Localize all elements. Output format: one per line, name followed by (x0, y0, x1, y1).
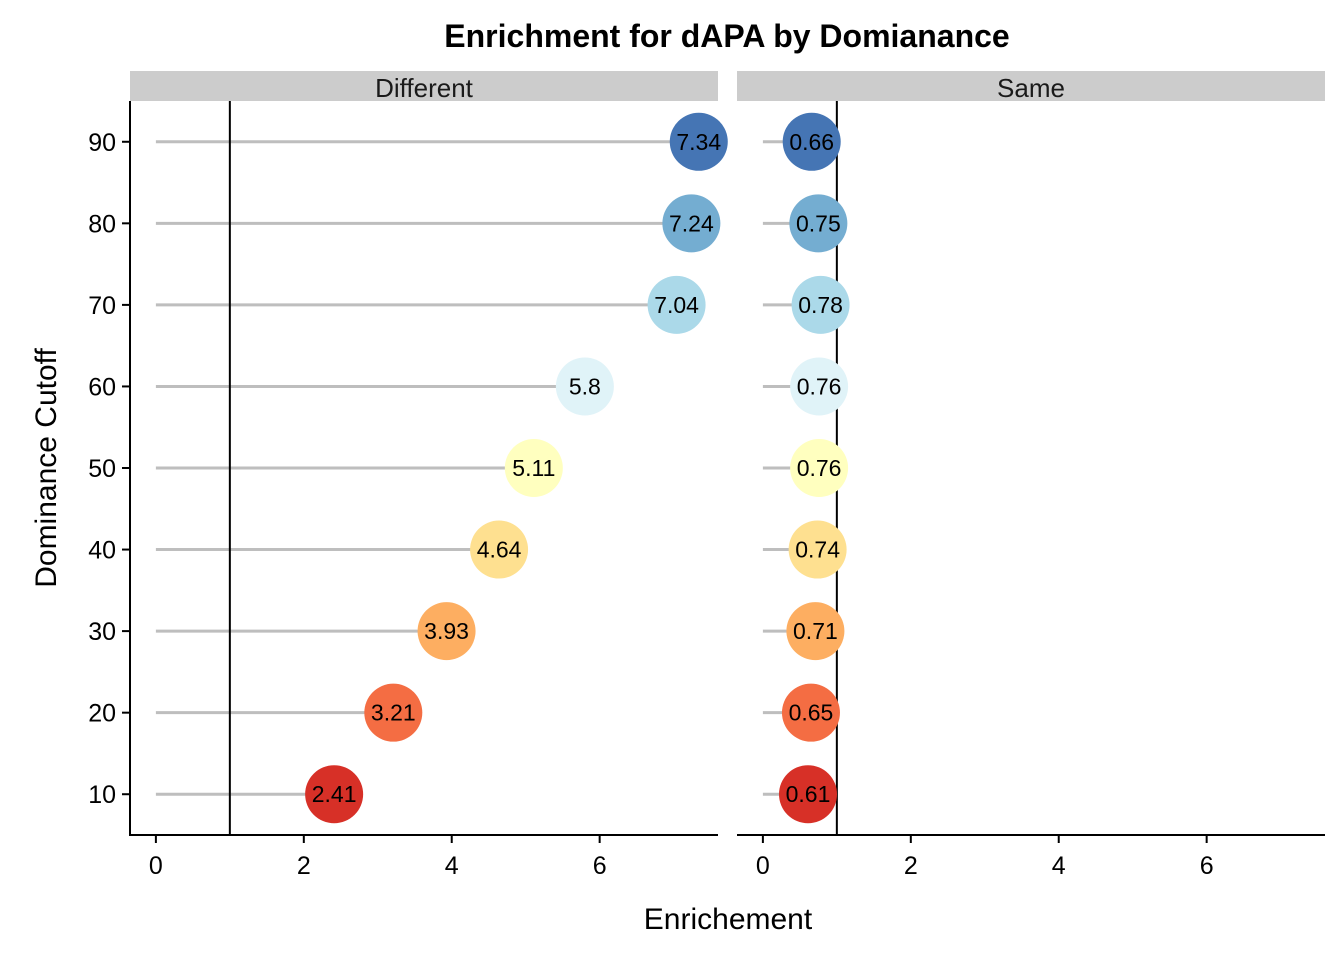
x-tick-label: 4 (1052, 852, 1066, 880)
point-label: 7.04 (654, 292, 699, 318)
point-label: 7.34 (676, 129, 721, 155)
point-label: 0.76 (797, 455, 842, 481)
x-tick-label: 6 (593, 852, 607, 880)
point-label: 3.21 (371, 700, 416, 726)
point-10 (305, 765, 364, 824)
point-label: 0.74 (795, 537, 840, 563)
strip-background (737, 71, 1325, 101)
point-label: 0.61 (786, 781, 831, 807)
point-label: 0.66 (789, 129, 834, 155)
point-label: 3.93 (424, 618, 469, 644)
point-20 (781, 683, 840, 742)
point-label: 0.71 (793, 618, 838, 644)
y-tick-label: 60 (88, 373, 116, 401)
point-90 (782, 112, 841, 171)
x-tick-label: 0 (756, 852, 770, 880)
point-label: 4.64 (477, 537, 522, 563)
point-30 (417, 602, 476, 661)
y-tick-label: 30 (88, 618, 116, 646)
point-50 (790, 439, 849, 497)
point-label: 2.41 (312, 781, 357, 807)
y-tick-label: 40 (88, 537, 116, 565)
point-70 (791, 275, 850, 334)
y-tick-label: 10 (88, 781, 116, 809)
point-label: 0.75 (796, 210, 841, 236)
y-tick-label: 80 (88, 210, 116, 238)
x-tick-label: 2 (904, 852, 918, 880)
y-tick-label: 20 (88, 700, 116, 728)
point-40 (788, 520, 847, 579)
point-label: 5.11 (512, 455, 555, 481)
x-tick-label: 0 (149, 852, 163, 880)
point-40 (470, 520, 529, 579)
y-tick-label: 90 (88, 129, 116, 157)
y-tick-label: 50 (88, 455, 116, 483)
point-label: 7.24 (669, 210, 714, 236)
point-label: 0.76 (797, 373, 842, 399)
strip-background (130, 71, 718, 101)
strip-label: Different (375, 73, 474, 103)
point-80 (789, 194, 848, 253)
point-30 (786, 602, 845, 661)
point-60 (555, 357, 614, 416)
point-70 (647, 275, 706, 334)
panel-different: Different 10 20 30 40 50 60 70 80 90 0 2 4 6 2.41 3.21 3… (88, 71, 728, 880)
x-tick-label: 6 (1200, 852, 1214, 880)
point-10 (779, 765, 838, 824)
x-tick-label: 2 (297, 852, 311, 880)
point-60 (790, 357, 849, 416)
point-80 (662, 194, 721, 253)
panel-same: Same 0 2 4 6 0.61 0.65 0.71 0.74 0.76 0.76 0.78 0.75… (737, 71, 1325, 880)
chart-title: Enrichment for dAPA by Domianance (444, 18, 1009, 54)
point-label: 0.65 (789, 700, 834, 726)
x-axis-label: Enrichement (644, 903, 813, 936)
point-20 (364, 683, 423, 742)
point-label: 0.78 (798, 292, 843, 318)
point-50 (504, 439, 563, 497)
point-90 (669, 112, 728, 171)
y-axis-label: Dominance Cutoff (30, 348, 63, 588)
y-tick-label: 70 (88, 292, 116, 320)
point-label: 5.8 (569, 373, 601, 399)
strip-label: Same (997, 73, 1065, 103)
x-tick-label: 4 (445, 852, 459, 880)
